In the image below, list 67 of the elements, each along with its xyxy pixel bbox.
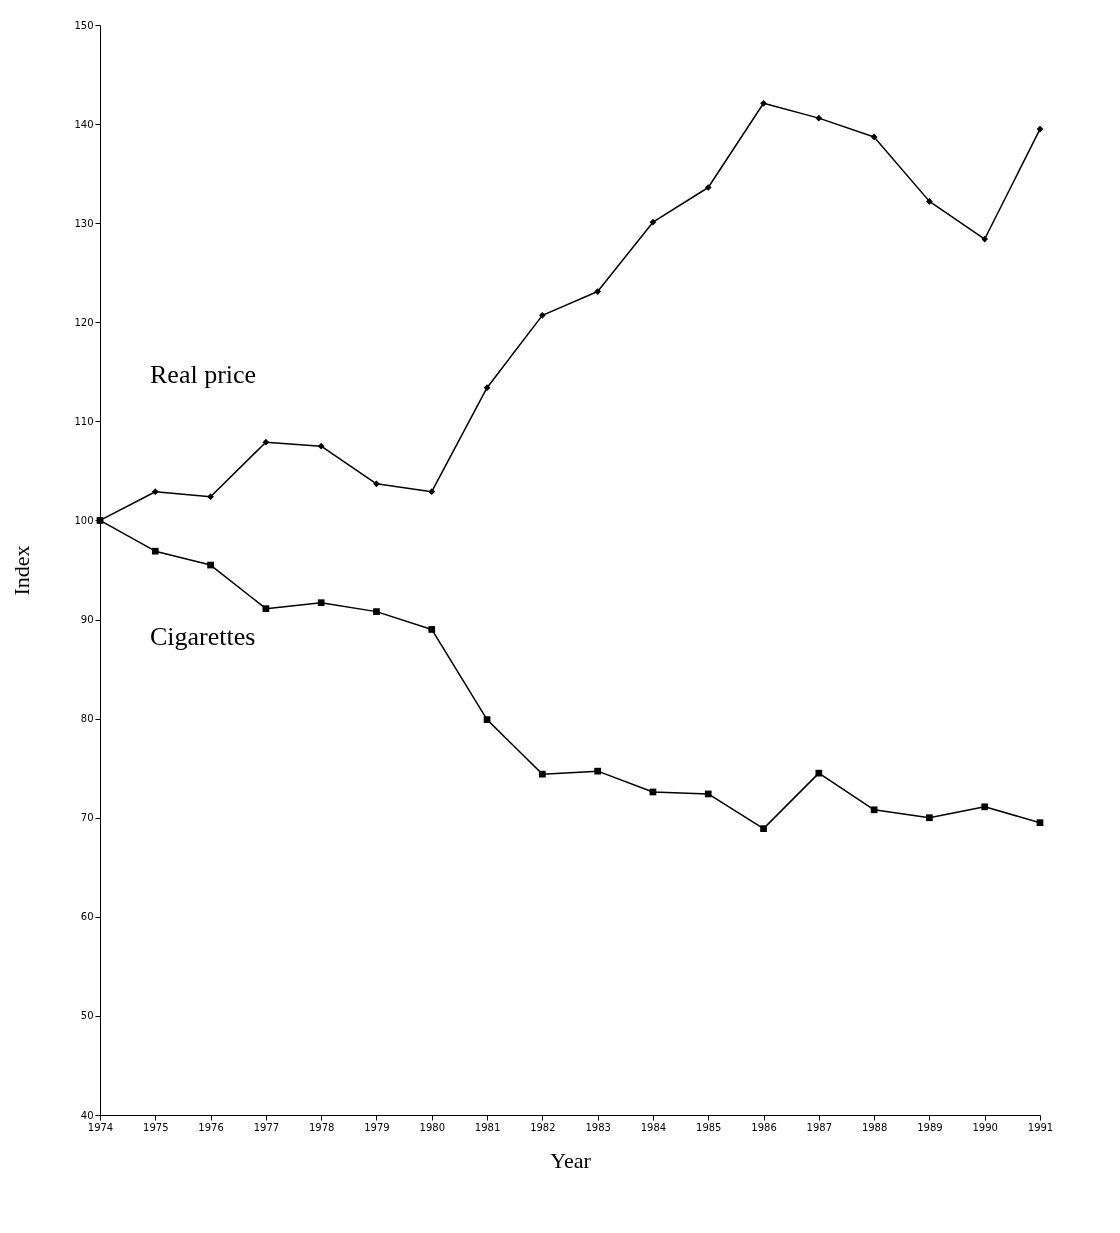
point [815, 769, 823, 777]
series-label: Real price [150, 360, 257, 389]
x-axis-title: Year [550, 1147, 592, 1173]
point [926, 198, 933, 205]
point [428, 488, 436, 496]
point [262, 438, 270, 446]
x-tick-label: 1974 [87, 1121, 114, 1133]
y-tick-label: 60 [80, 911, 94, 923]
point [317, 599, 325, 607]
point [151, 547, 159, 555]
y-tick-label: 70 [80, 812, 94, 824]
point [926, 814, 933, 822]
point [981, 235, 989, 243]
x-tick-label: 1986 [751, 1121, 777, 1133]
point [704, 790, 712, 798]
x-tick-label: 1977 [253, 1121, 280, 1133]
point [483, 384, 491, 392]
x-tick-label: 1991 [1027, 1121, 1054, 1133]
x-tick-label: 1978 [308, 1121, 335, 1133]
point [1036, 125, 1044, 133]
point [981, 803, 989, 811]
y-tick-label: 80 [80, 713, 94, 725]
y-tick-label: 140 [74, 118, 94, 130]
point [870, 133, 878, 141]
point [373, 608, 380, 615]
point [539, 311, 546, 319]
point [1036, 819, 1044, 827]
point [815, 114, 823, 122]
x-tick-label: 1980 [419, 1121, 445, 1133]
point [760, 825, 767, 832]
point [594, 767, 601, 775]
y-tick-label: 130 [74, 217, 94, 229]
x-tick-label: 1984 [640, 1121, 667, 1133]
y-tick-label: 40 [80, 1109, 94, 1121]
x-tick-label: 1983 [585, 1121, 611, 1133]
x-tick-label: 1979 [364, 1121, 390, 1133]
y-tick-label: 120 [74, 316, 94, 328]
y-tick-label: 100 [74, 514, 94, 526]
point [317, 442, 325, 450]
point [428, 626, 436, 633]
y-tick-label: 90 [80, 614, 94, 626]
y-tick-label: 150 [74, 19, 94, 31]
y-tick-label: 50 [80, 1010, 94, 1022]
point [704, 184, 712, 191]
point [870, 806, 878, 814]
x-tick-label: 1975 [143, 1121, 169, 1133]
x-tick-label: 1987 [806, 1121, 833, 1133]
series-label: Cigarettes [150, 622, 256, 651]
point [151, 488, 159, 496]
y-axis-title: Index [9, 545, 35, 596]
point [373, 480, 380, 488]
x-tick-label: 1981 [474, 1121, 501, 1133]
x-tick-label: 1982 [530, 1121, 556, 1133]
y-tick-label: 110 [74, 415, 94, 427]
point [207, 493, 214, 501]
point [539, 770, 546, 778]
x-tick-label: 1985 [696, 1121, 722, 1133]
point [483, 716, 491, 723]
x-tick-label: 1990 [972, 1121, 998, 1133]
point [760, 99, 767, 107]
x-tick-label: 1988 [861, 1121, 888, 1133]
point [207, 561, 214, 569]
point [649, 218, 657, 226]
x-tick-label: 1976 [198, 1121, 224, 1133]
point [262, 605, 270, 612]
x-tick-label: 1989 [917, 1121, 943, 1133]
point [594, 288, 601, 295]
